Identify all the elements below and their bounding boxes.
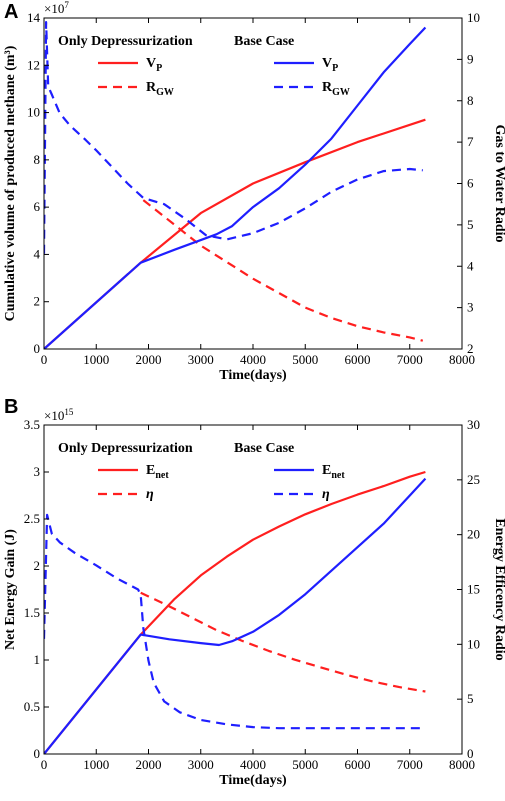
series-line-depress-solid [44, 470, 426, 754]
y-right-tick-label: 6 [467, 176, 474, 191]
legend-entry-label: η [146, 487, 154, 502]
y-left-tick-label: 0.5 [24, 699, 40, 714]
y-right-tick-label: 7 [467, 134, 474, 149]
y-left-tick-label: 3.5 [24, 417, 40, 432]
legend-entry-subscript: P [156, 63, 162, 74]
legend-group-title: Base Case [234, 34, 294, 49]
y-right-tick-label: 10 [467, 10, 480, 25]
y-right-tick-label: 2 [467, 341, 474, 356]
x-tick-label: 2000 [136, 757, 162, 772]
legend-entry-subscript: net [331, 470, 345, 481]
series-group [44, 21, 427, 349]
y-right-tick-label: 20 [467, 527, 480, 542]
series-line-base-solid [44, 26, 427, 349]
y-left-tick-label: 10 [27, 105, 40, 120]
y-right-tick-label: 5 [467, 691, 474, 706]
x-tick-label: 1000 [83, 757, 109, 772]
y-left-tick-label: 2 [34, 558, 41, 573]
y-left-tick-label: 8 [34, 152, 41, 167]
legend-entry-label: η [322, 487, 330, 502]
y-left-tick-label: 0 [34, 746, 41, 761]
y-left-tick-label: 14 [27, 10, 41, 25]
x-axis-label: Time(days) [219, 368, 287, 383]
x-tick-label: 0 [41, 757, 48, 772]
y-right-tick-label: 8 [467, 93, 474, 108]
x-tick-label: 6000 [345, 757, 371, 772]
x-tick-label: 7000 [397, 757, 423, 772]
panel-a: A 0 1000 2000 3000 4000 5000 6000 7000 8000 Time(d… [3, 0, 505, 383]
y-right-tick-label: 9 [467, 51, 474, 66]
series-line-depress-dashed [142, 199, 424, 342]
x-tick-label: 2000 [136, 352, 162, 367]
series-line-base-solid [44, 477, 427, 754]
y-right-tick-label: 5 [467, 217, 474, 232]
y-right-tick-label: 3 [467, 300, 474, 315]
x-tick-label: 8000 [449, 352, 475, 367]
x-tick-label: 8000 [449, 757, 475, 772]
x-tick-label: 0 [41, 352, 48, 367]
x-tick-label: 3000 [188, 757, 214, 772]
y-left-multiplier-exponent: 7 [64, 0, 69, 10]
series-group [44, 470, 427, 754]
series-line-base-dashed [44, 513, 426, 730]
y-right-tick-label: 30 [467, 417, 480, 432]
y-right-tick-label: 0 [467, 746, 474, 761]
x-tick-label: 6000 [345, 352, 371, 367]
y-left-axis-label: Net Energy Gain (J) [3, 529, 18, 650]
y-right-axis-label: Energy Efficency Radio [492, 518, 505, 660]
y-left-tick-label: 2 [34, 294, 41, 309]
series-line-base-dashed [44, 21, 423, 254]
panel-letter: A [4, 1, 18, 23]
x-tick-label: 5000 [292, 757, 318, 772]
legend-group-title: Only Depressurization [58, 34, 193, 49]
x-axis-label: Time(days) [219, 773, 287, 788]
x-tick-label: 4000 [240, 352, 266, 367]
series-line-depress-dashed [140, 591, 426, 693]
y-left-tick-label: 0 [34, 341, 41, 356]
legend-entry-subscript: net [155, 470, 169, 481]
x-tick-label: 7000 [397, 352, 423, 367]
panel-letter: B [4, 396, 18, 418]
y-left-tick-label: 2.5 [24, 511, 40, 526]
legend-group-title: Only Depressurization [58, 441, 193, 456]
y-left-multiplier-exponent: 15 [64, 407, 74, 417]
y-left-tick-label: 4 [34, 246, 41, 261]
y-right-tick-label: 4 [467, 258, 474, 273]
x-tick-label: 3000 [188, 352, 214, 367]
y-left-multiplier: ×107 [44, 0, 69, 16]
y-left-tick-label: 1.5 [24, 605, 40, 620]
legend-group-title: Base Case [234, 441, 294, 456]
legend-entry-subscript: P [332, 63, 338, 74]
y-left-tick-label: 6 [34, 199, 41, 214]
y-left-tick-label: 3 [34, 464, 41, 479]
y-right-tick-label: 15 [467, 582, 480, 597]
x-tick-label: 5000 [292, 352, 318, 367]
legend-entry-subscript: GW [156, 87, 174, 98]
x-tick-label: 1000 [83, 352, 109, 367]
legend-entry-subscript: GW [332, 87, 350, 98]
y-right-axis-label: Gas to Water Radio [492, 124, 505, 242]
y-left-axis-label: Cumulative volume of produced methane (m… [3, 45, 18, 321]
x-tick-label: 4000 [240, 757, 266, 772]
y-right-tick-label: 10 [467, 636, 480, 651]
y-left-tick-label: 1 [34, 652, 41, 667]
y-right-tick-label: 25 [467, 472, 480, 487]
y-left-tick-label: 12 [27, 57, 40, 72]
